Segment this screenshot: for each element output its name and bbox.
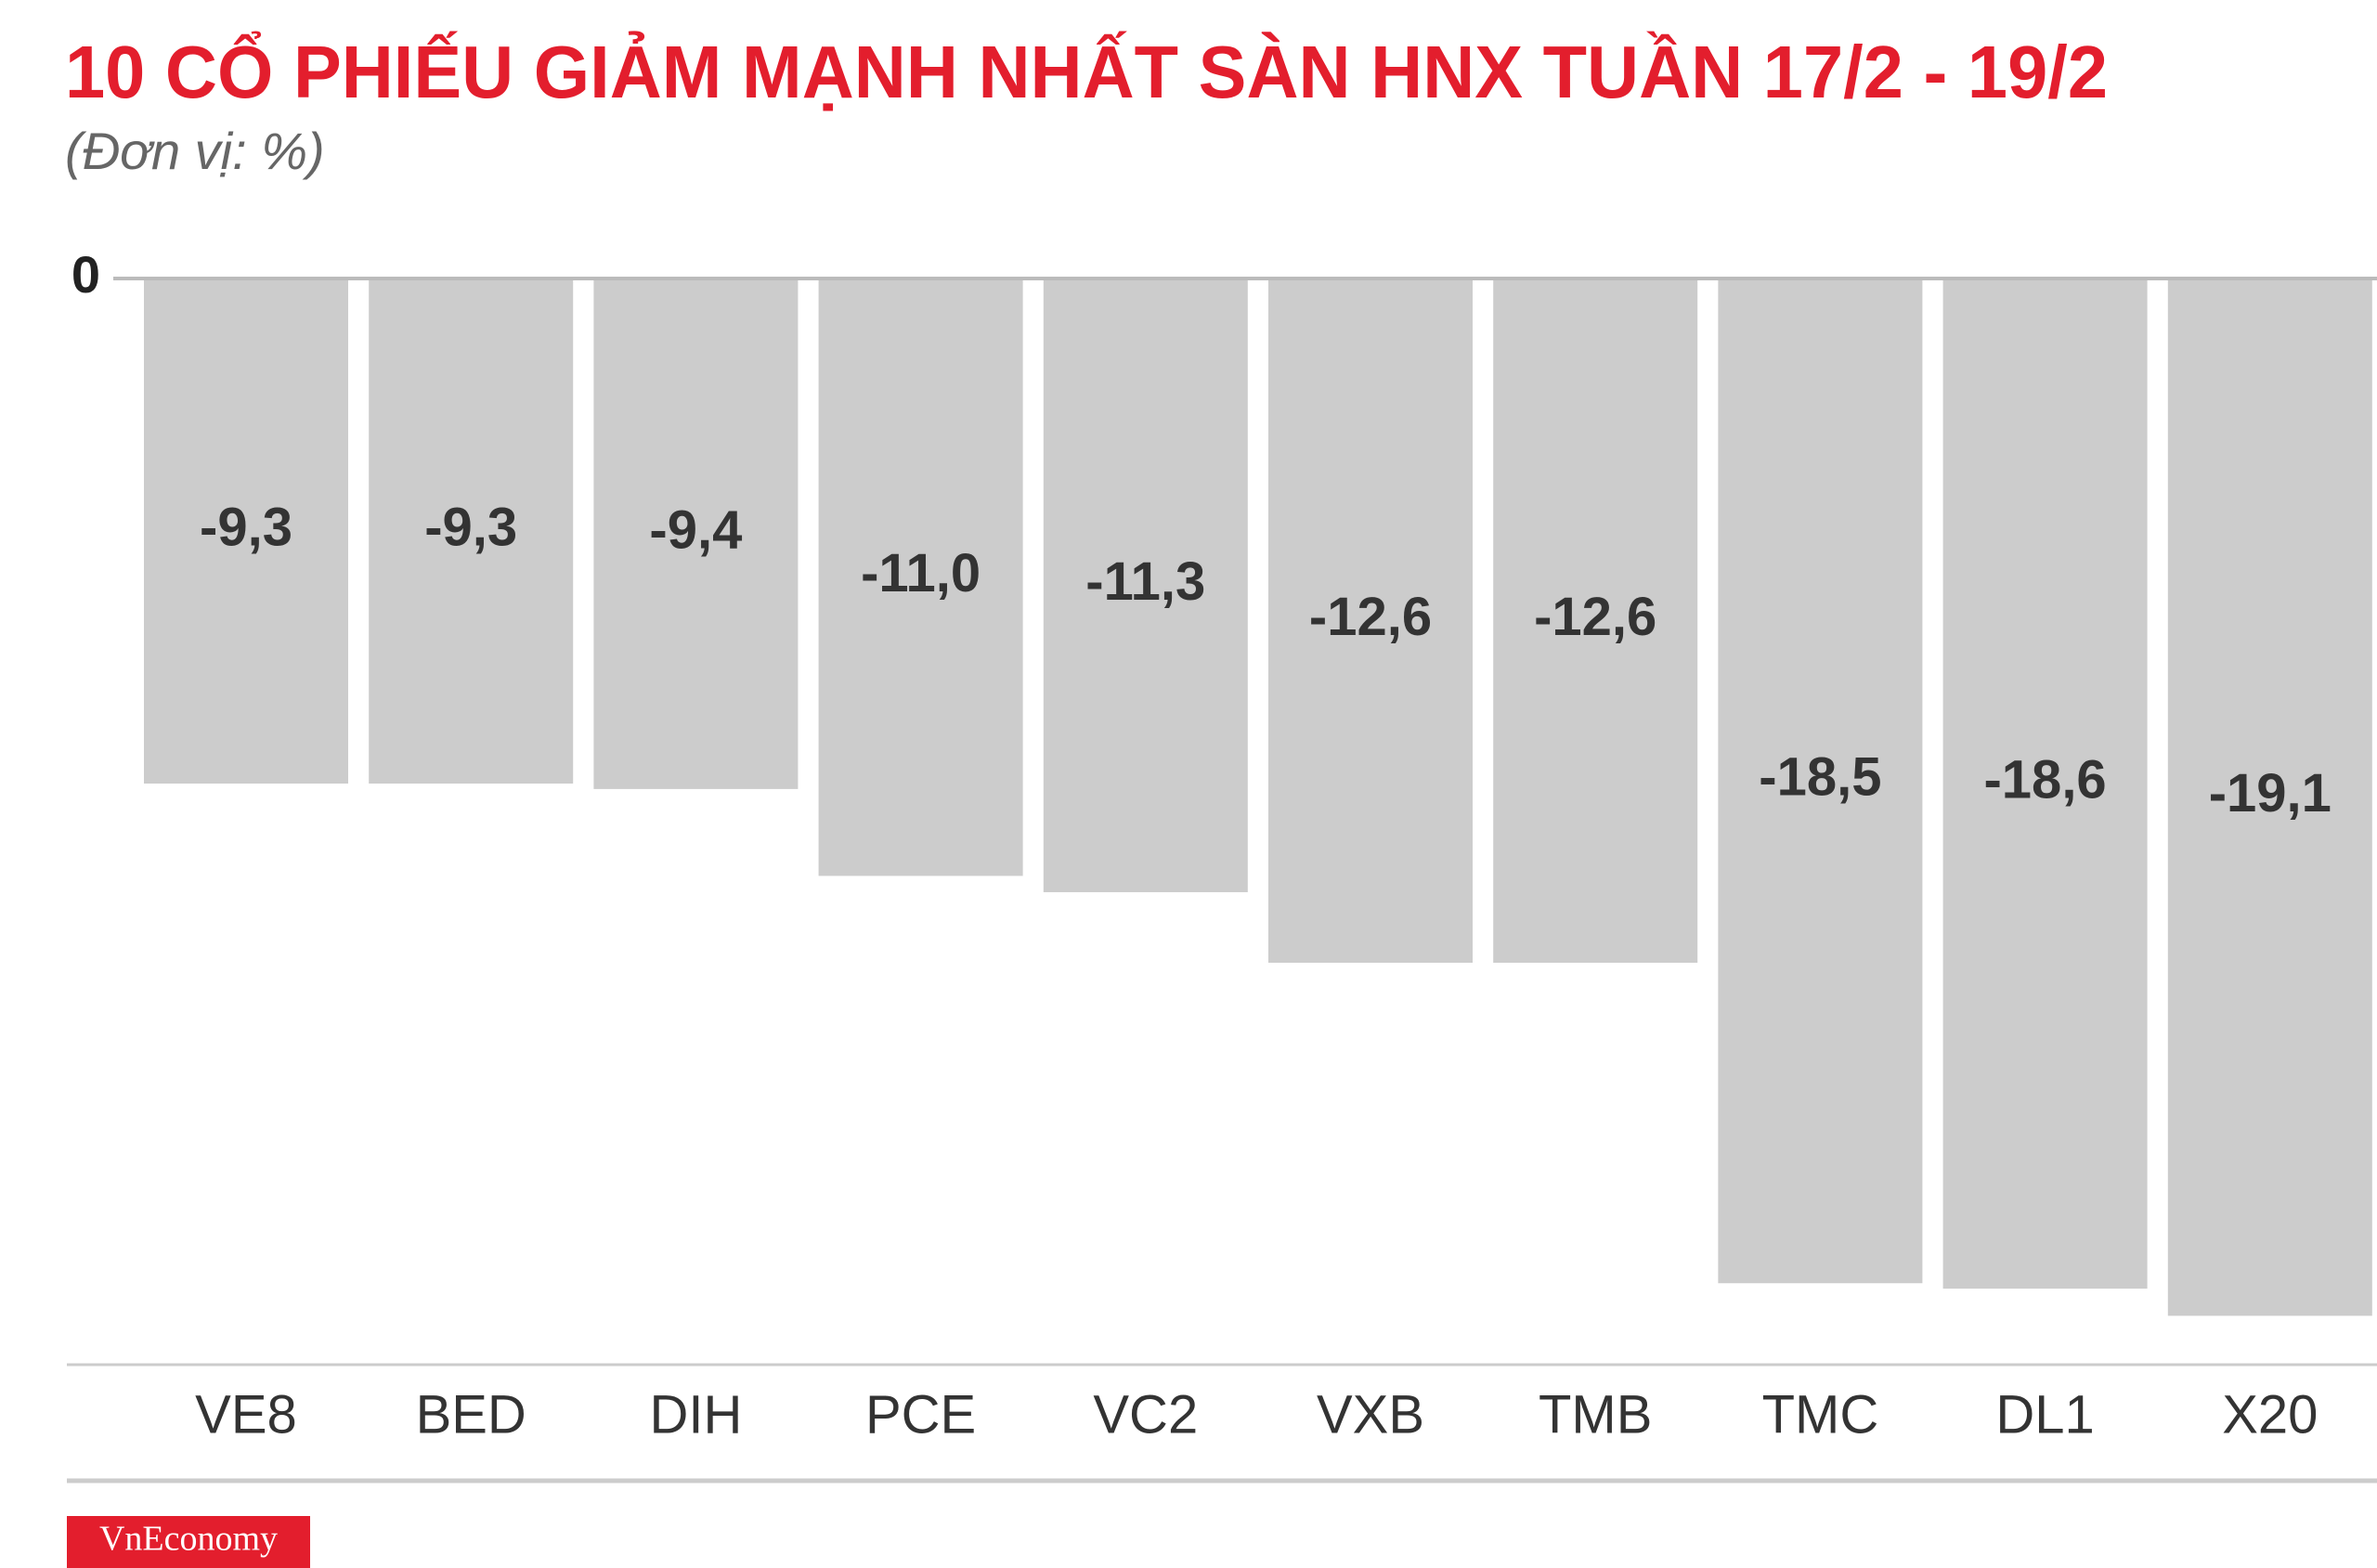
bar (1942, 279, 2148, 1289)
value-label: -18,6 (1983, 749, 2106, 810)
value-label: -12,6 (1534, 587, 1656, 647)
logo-box (67, 1516, 310, 1568)
bar (1493, 279, 1698, 964)
x-tick-label: VC2 (1093, 1384, 1198, 1445)
value-label: -11,0 (861, 543, 981, 603)
value-label: -9,3 (424, 497, 517, 557)
x-tick-label: VXB (1317, 1384, 1424, 1445)
chart-subtitle: (Đơn vị: %) (65, 122, 325, 180)
bar (369, 279, 574, 784)
value-label: -12,6 (1309, 587, 1432, 647)
bar (144, 279, 348, 784)
bar (1718, 279, 1923, 1284)
x-tick-label: TMB (1539, 1384, 1652, 1445)
value-label: -19,1 (2209, 763, 2332, 823)
bar (1268, 279, 1473, 964)
x-tick-label: PCE (865, 1384, 976, 1445)
bar (818, 279, 1023, 876)
logo-text: VnEconomy (99, 1520, 278, 1559)
x-tick-label: BED (416, 1384, 526, 1445)
x-tick-label: TMC (1762, 1384, 1879, 1445)
value-label: -18,5 (1759, 746, 1881, 807)
value-label: -11,3 (1085, 551, 1205, 612)
chart-title: 10 CỔ PHIẾU GIẢM MẠNH NHẤT SÀN HNX TUẦN … (65, 31, 2108, 113)
value-label: -9,4 (649, 499, 742, 560)
bar (1043, 279, 1248, 893)
y-tick-label: 0 (71, 245, 100, 304)
x-tick-label: VE8 (195, 1384, 297, 1445)
bar (2167, 279, 2372, 1316)
x-tick-label: DL1 (1995, 1384, 2094, 1445)
bar (593, 279, 799, 789)
x-tick-label: X20 (2222, 1384, 2318, 1445)
value-label: -9,3 (200, 497, 292, 557)
x-tick-label: DIH (649, 1384, 742, 1445)
